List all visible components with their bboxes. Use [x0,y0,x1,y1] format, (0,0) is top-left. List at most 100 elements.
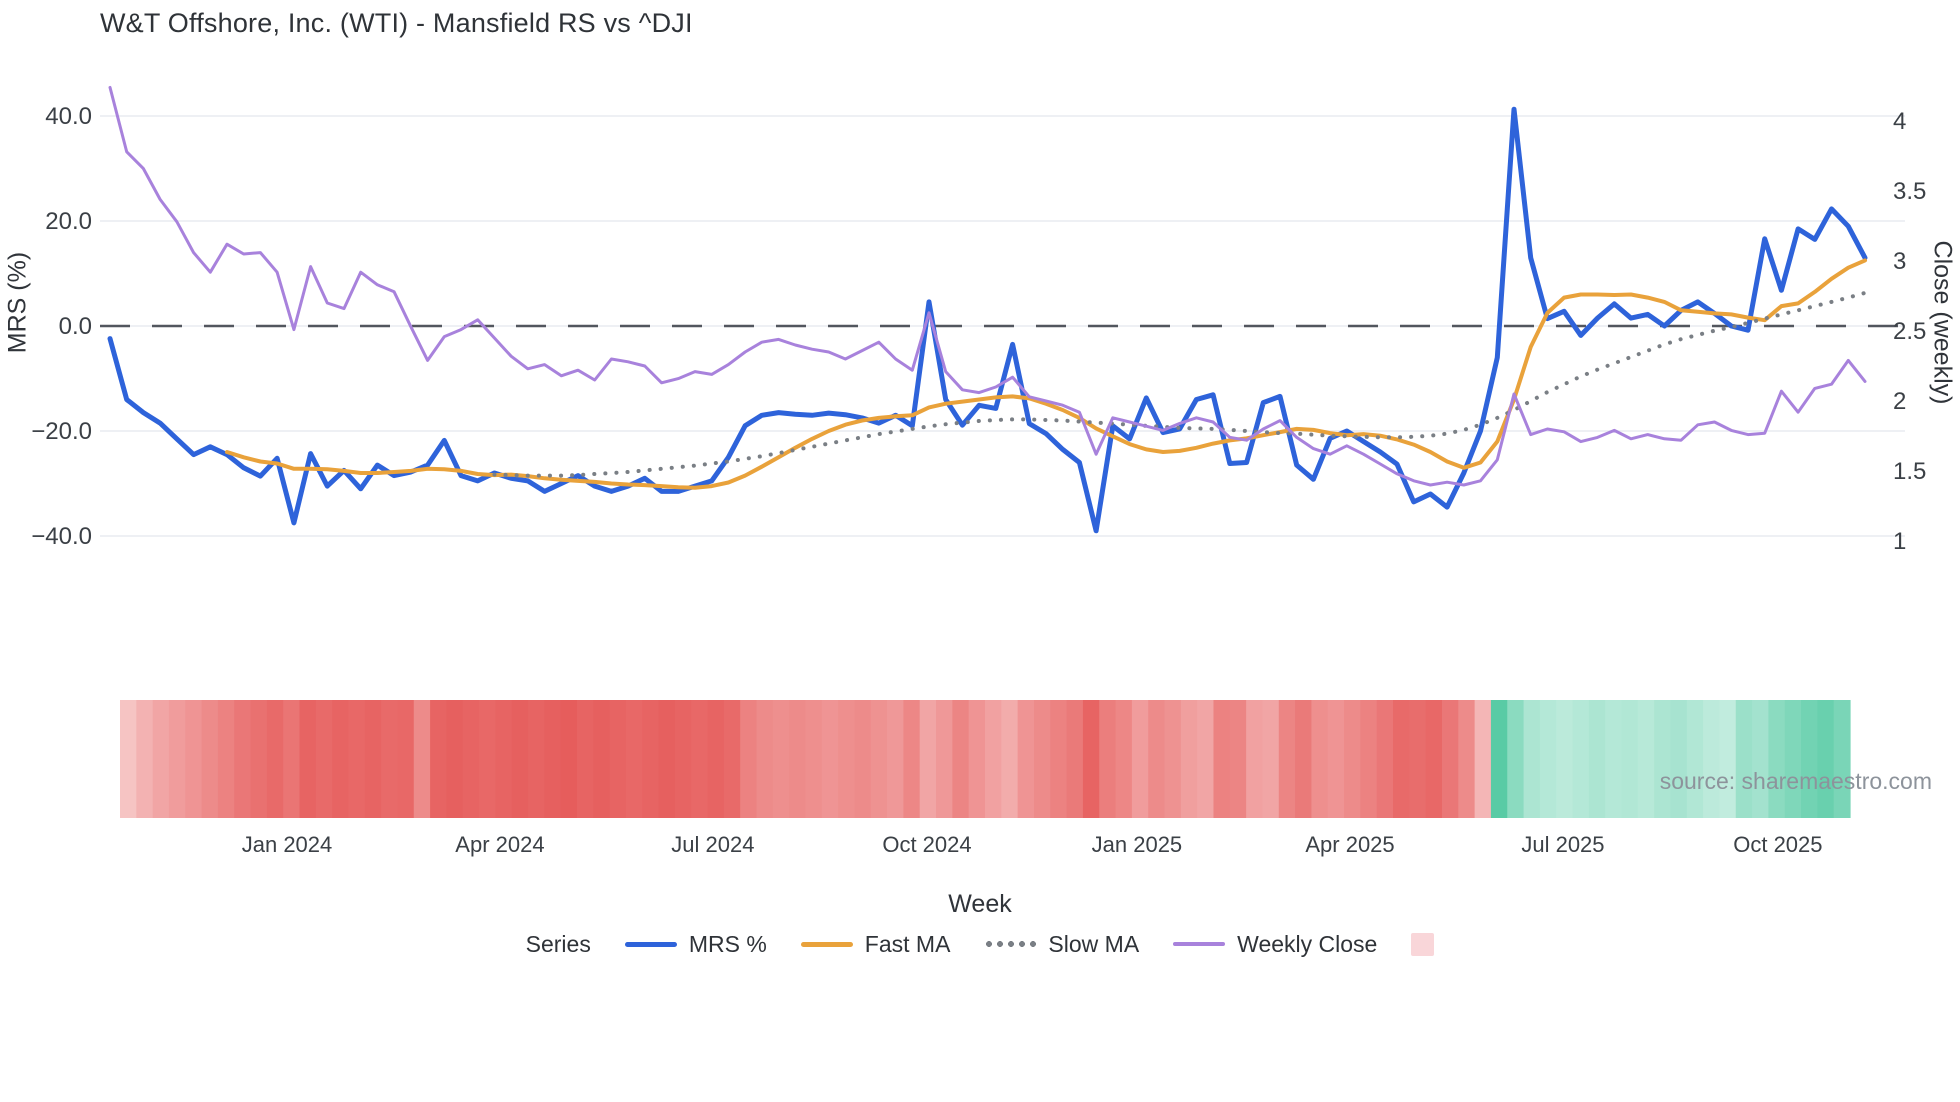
mrs--line [107,106,1868,534]
heatmap-cell [299,700,317,818]
heatmap-cell [1393,700,1410,818]
heatmap-cell [1050,700,1068,818]
heatmap-cell [1768,700,1786,818]
heatmap-cell [1213,700,1231,818]
legend-item-slow-ma[interactable]: Slow MA [984,931,1139,958]
heatmap-cell [1784,700,1802,818]
heatmap-cell [120,700,137,818]
heatmap-cell [1490,700,1508,818]
heatmap-cell [250,700,268,818]
heatmap-cell [740,700,758,818]
mrs--line-icon [624,941,677,947]
heatmap-cell [1148,700,1166,818]
x-axis-tick-label: Oct 2025 [1733,832,1822,857]
heatmap-cell [495,700,513,818]
heatmap-cell [1409,700,1427,818]
heatmap-cell [1654,700,1672,818]
heatmap-cell [1099,700,1117,818]
left-axis-tick-label: 40.0 [45,103,92,130]
heatmap-cell [625,700,643,818]
heatmap-cell [1033,700,1051,818]
legend-item-fast-ma[interactable]: Fast MA [800,931,950,958]
right-axis-tick-label: 3.5 [1893,178,1926,205]
left-axis-tick-label: −40.0 [31,523,92,550]
heatmap-cell [903,700,921,818]
heatmap-cell [1229,700,1247,818]
heatmap-cell [511,700,529,818]
heatmap-cell [1327,700,1345,818]
heatmap-cell [364,700,382,818]
legend-item-mrs-[interactable]: MRS % [624,930,767,958]
heatmap-cell [1001,700,1019,818]
heatmap-cell [707,700,725,818]
left-axis-tick-label: 20.0 [45,208,92,235]
legend-item-weekly-close[interactable]: Weekly Close [1173,931,1377,958]
heatmap-cell [854,700,872,818]
legend-item-label: MRS % [688,930,767,957]
heatmap-cell [1115,700,1133,818]
heatmap-cell [1262,700,1280,818]
heatmap-cell [805,700,823,818]
heatmap-cell [821,700,839,818]
heatmap-cell [723,700,741,818]
heatmap-cell [1278,700,1296,818]
heatmap-cell [1686,700,1704,818]
heatmap-cell [887,700,904,818]
legend-group-label: Series [525,930,591,957]
heatmap-cell [985,700,1002,818]
heatmap-cell [397,700,415,818]
heatmap-cell [446,700,464,818]
heatmap-cell [1719,700,1737,818]
heatmap-cell [560,700,578,818]
heatmap-cell [593,700,611,818]
heatmap-cell [1017,700,1035,818]
heatmap-cell [1572,700,1590,818]
x-axis-tick-label: Oct 2024 [882,832,971,857]
heatmap-cell [1197,700,1215,818]
heatmap-cell [1311,700,1329,818]
fast-ma-line [225,258,1867,490]
heatmap-cell [609,700,627,818]
weekly-close-line [108,85,1867,487]
chart-title: W&T Offshore, Inc. (WTI) - Mansfield RS … [100,8,693,38]
heatmap-cell [1670,700,1688,818]
weekly-close-line-icon [1173,942,1226,946]
right-axis-tick-label: 1 [1893,528,1906,555]
x-axis-title: Week [948,890,1012,918]
heatmap-cell [217,700,235,818]
heatmap-cell [413,700,431,818]
legend: Series MRS % Fast MA Slow MA Weekly Close [0,922,1960,966]
fast-ma-line-icon [800,941,853,947]
heatmap-cell [1425,700,1443,818]
heatmap-cell [968,700,986,818]
heatmap-legend-swatch[interactable] [1411,932,1435,956]
heatmap-cell [528,700,545,818]
heatmap-cell [1180,700,1198,818]
right-axis-tick-label: 4 [1893,108,1906,135]
x-axis-tick-label: Apr 2024 [455,832,544,857]
heatmap-cell [234,700,252,818]
heatmap-cell [201,700,219,818]
heatmap-cell [1735,700,1753,818]
heatmap-cell [838,700,856,818]
heatmap-cell [1605,700,1623,818]
heatmap-cell [691,700,709,818]
heatmap-cell [266,700,284,818]
heatmap-cell [936,700,953,818]
right-axis-tick-label: 2 [1893,388,1906,415]
heatmap-cell [430,700,448,818]
heatmap-cell [1360,700,1378,818]
heatmap-cell [952,700,970,818]
heatmap-cell [674,700,692,818]
slow-ma-dotted-line-icon [984,941,1037,947]
heatmap-cell [1752,700,1769,818]
source-watermark: source: sharemaestro.com [1659,768,1932,794]
right-axis-tick-label: 2.5 [1893,318,1926,345]
x-axis-tick-label: Jan 2025 [1092,832,1183,857]
heatmap-cell [789,700,807,818]
heatmap-cell [1246,700,1264,818]
right-axis-tick-label: 1.5 [1893,458,1926,485]
heatmap-cell [1588,700,1606,818]
